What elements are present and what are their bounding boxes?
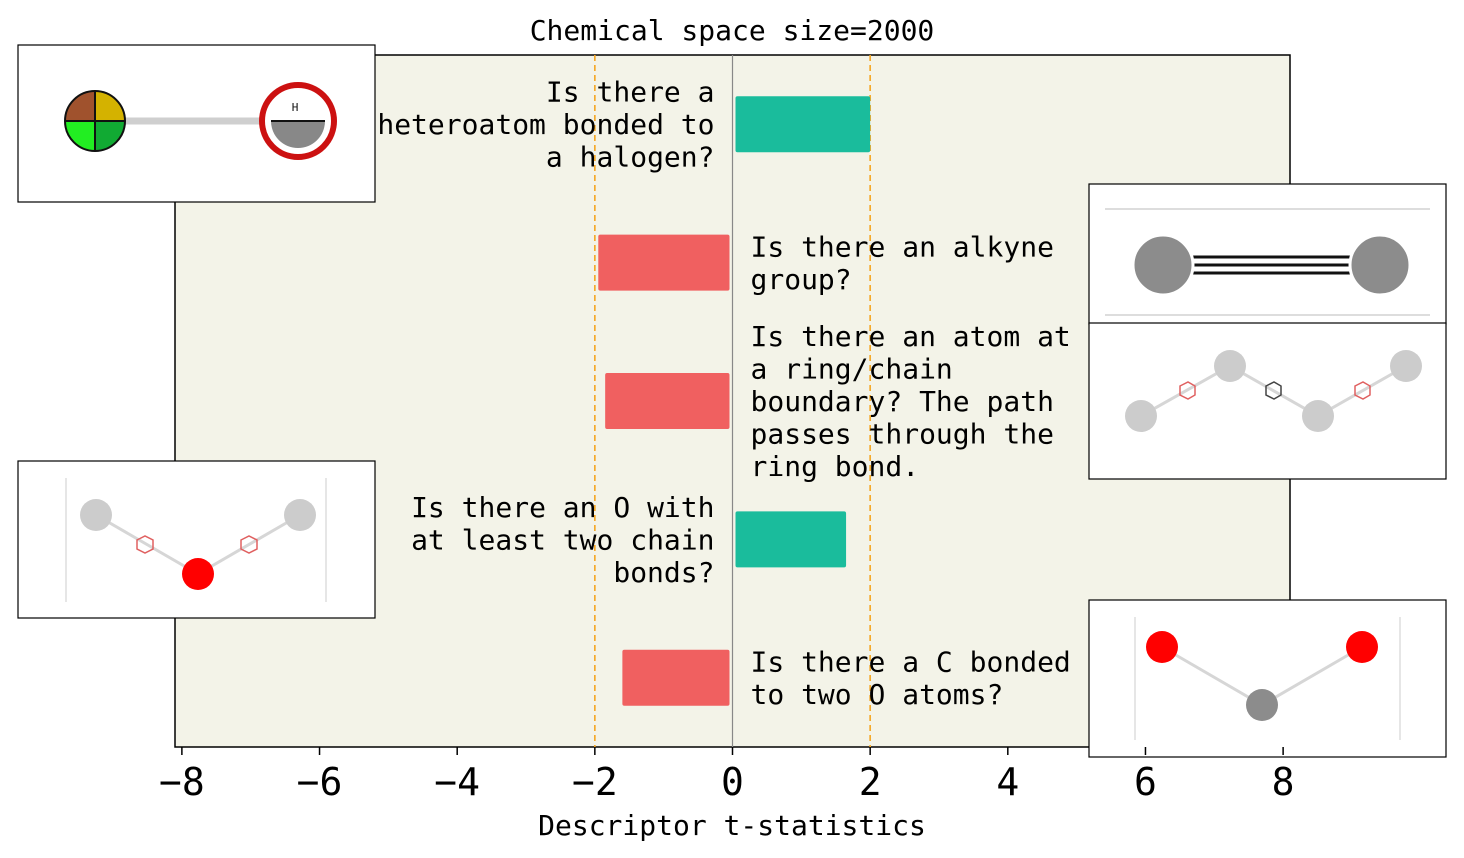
bar (605, 373, 730, 429)
bar-label: Is there an atom at a ring/chain boundary?… (751, 320, 1071, 483)
x-tick-label: 4 (996, 760, 1019, 804)
svg-text:H: H (292, 101, 299, 114)
oxygen-atom-icon (182, 558, 214, 590)
x-tick-label: −8 (159, 760, 205, 804)
bond-marker-icon (1179, 381, 1196, 400)
x-tick-label: −4 (434, 760, 480, 804)
molecule-image-heteroatom-halogen: H (17, 44, 376, 203)
heteroatom-marker-icon: H (259, 82, 337, 160)
x-tick-label: 6 (1134, 760, 1157, 804)
x-tick-label: 0 (721, 760, 744, 804)
molecule-image-carbon-two-oxygens (1088, 599, 1447, 758)
atom-icon (80, 499, 112, 531)
molecule-image-alkyne (1088, 183, 1447, 325)
oxygen-atom-icon (1146, 631, 1178, 663)
oxygen-atom-icon (1346, 631, 1378, 663)
atom-icon (284, 499, 316, 531)
x-tick-label: 2 (859, 760, 882, 804)
atom-icon (1125, 400, 1157, 432)
bar-label: Is there a heteroatom bonded to a halogen? (377, 76, 714, 174)
bar-label: Is there an O with at least two chain bond… (411, 491, 714, 589)
carbon-atom-icon (1131, 233, 1195, 297)
x-tick-label: −6 (297, 760, 343, 804)
bond-marker-icon (136, 535, 154, 554)
bar (735, 511, 847, 568)
x-axis-label: Descriptor t-statistics (538, 809, 926, 842)
atom-icon (1302, 400, 1334, 432)
bond-marker-icon (240, 535, 258, 554)
carbon-atom-icon (1246, 689, 1278, 721)
x-tick-label: 8 (1272, 760, 1295, 804)
bar-label: Is there an alkyne group? (751, 230, 1054, 296)
bar (598, 234, 730, 291)
chart-title: Chemical space size=2000 (530, 14, 935, 47)
bar (622, 649, 730, 706)
halogen-atom-icon (64, 90, 126, 152)
x-tick-label: −2 (572, 760, 618, 804)
bond-marker-icon (1354, 381, 1371, 400)
molecule-image-ether-oxygen (17, 460, 376, 619)
bar-label: Is there a C bonded to two O atoms? (751, 646, 1071, 712)
carbon-atom-icon (1348, 233, 1412, 297)
bar (735, 96, 871, 153)
molecule-image-ring-chain (1088, 322, 1447, 480)
bond-marker-icon (1265, 381, 1282, 400)
atom-icon (1214, 350, 1246, 382)
atom-icon (1390, 350, 1422, 382)
